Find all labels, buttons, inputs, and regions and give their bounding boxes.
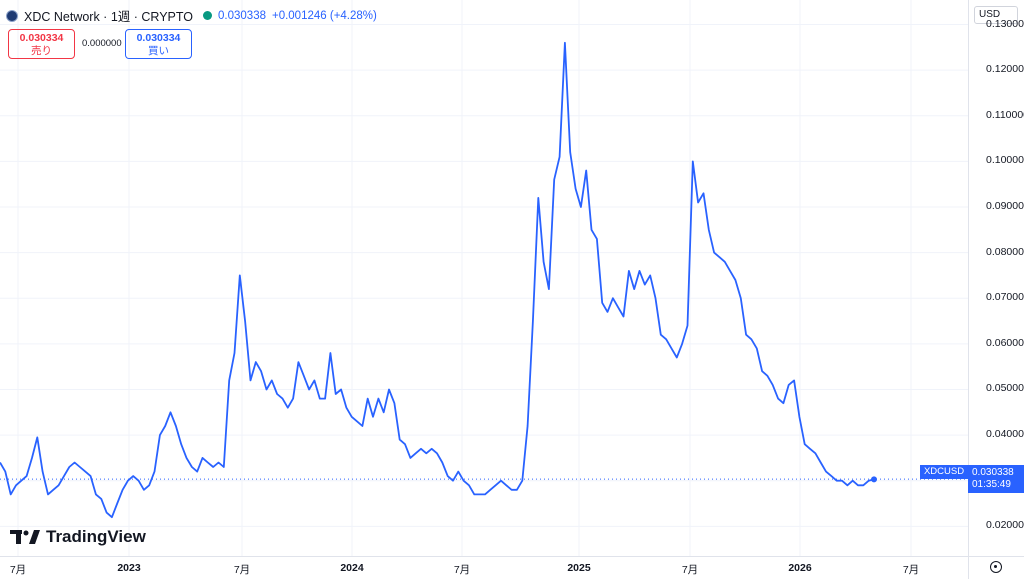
time-tick-label: 7月: [233, 564, 251, 576]
price-chart: [0, 0, 968, 556]
time-axis[interactable]: [0, 556, 968, 579]
time-tick-label: 2026: [788, 562, 812, 574]
time-tick-label: 7月: [453, 564, 471, 576]
settings-icon[interactable]: [990, 561, 1002, 573]
last-price-value: 0.030338: [218, 9, 266, 22]
symbol-title[interactable]: XDC Network · 1週 · CRYPTO: [24, 10, 194, 24]
buy-label: 買い: [148, 45, 169, 57]
last-price-label-value: 0.030338: [972, 467, 1014, 478]
time-tick-label: 7月: [902, 564, 920, 576]
market-status-icon: [203, 11, 213, 20]
sell-label: 売り: [31, 45, 52, 57]
logo-text: TradingView: [46, 527, 146, 546]
time-tick-label: 2024: [340, 562, 364, 574]
sell-button[interactable]: 0.030334 売り: [8, 29, 75, 59]
time-tick-label: 7月: [681, 564, 699, 576]
symbol-header: XDC Network · 1週 · CRYPTO 0.030338 +0.00…: [6, 6, 377, 25]
tradingview-logo[interactable]: TradingView: [10, 527, 146, 547]
price-series-line: [0, 41, 875, 519]
xdc-coin-icon: [6, 9, 18, 22]
time-tick-label: 2023: [117, 562, 141, 574]
bar-countdown: 01:35:49: [972, 479, 1011, 490]
time-tick-label: 2025: [567, 562, 591, 574]
chart-plot-area[interactable]: [0, 0, 968, 556]
price-tick-label: 0.020000: [986, 519, 1024, 532]
currency-selector[interactable]: USD: [974, 6, 1018, 24]
time-tick-label: 7月: [9, 564, 27, 576]
last-price-label: 0.030338 01:35:49: [968, 465, 1024, 493]
ticker-tag: XDCUSD: [920, 465, 968, 479]
price-axis[interactable]: [968, 0, 1024, 556]
buy-button[interactable]: 0.030334 買い: [125, 29, 192, 59]
tradingview-logo-icon: [10, 530, 40, 544]
last-price-point: [871, 476, 877, 483]
grid-lines: [0, 0, 968, 556]
sell-price: 0.030334: [19, 32, 64, 44]
buy-price: 0.030334: [136, 32, 181, 44]
spread-value: 0.000000: [82, 38, 122, 49]
axis-corner: [968, 556, 1024, 579]
price-change-value: +0.001246 (+4.28%): [271, 9, 377, 22]
